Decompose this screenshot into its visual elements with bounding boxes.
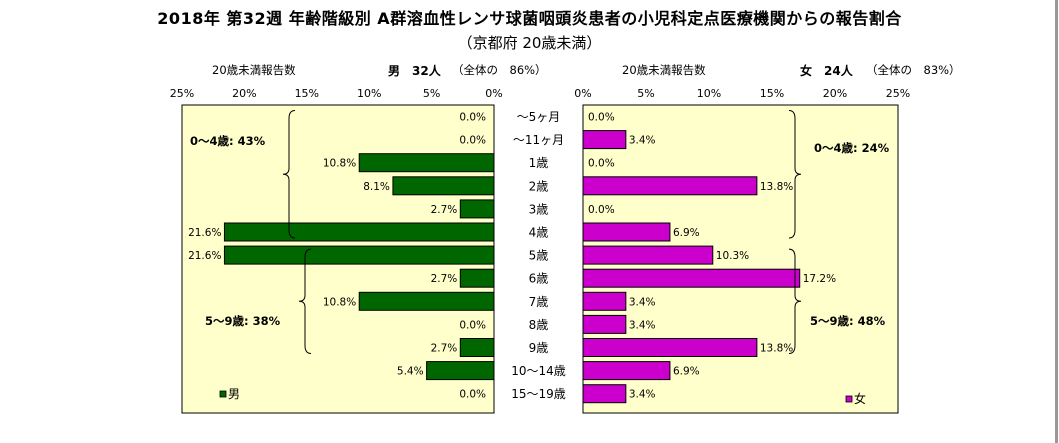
- male-axis-tick: 15%: [295, 87, 319, 100]
- female-bar: [582, 245, 714, 265]
- female-bar: [582, 176, 758, 196]
- male-caption-label: 20歳未満報告数: [212, 63, 296, 77]
- chart-title: 2018年 第32週 年齢階級別 A群溶血性レンサ球菌咽頭炎患者の小児科定点医療…: [157, 9, 902, 28]
- male-bar: [358, 291, 495, 311]
- female-caption-share: （全体の 83%）: [866, 63, 961, 77]
- female-caption-count: 24人: [824, 64, 853, 78]
- category-label: 5歳: [529, 249, 549, 263]
- frame-edge: [1055, 0, 1058, 443]
- male-legend-swatch: [219, 390, 227, 398]
- female-caption-sex: 女: [800, 64, 813, 78]
- male-data-label: 8.1%: [363, 181, 390, 193]
- male-bracket-5-9: [298, 248, 312, 354]
- female-bar: [582, 130, 627, 150]
- female-axis-tick: 5%: [637, 87, 654, 100]
- male-caption-share: （全体の 86%）: [452, 63, 547, 77]
- male-bracket-0-4: [282, 110, 296, 239]
- female-bar: [582, 314, 627, 334]
- female-data-label: 0.0%: [588, 158, 615, 170]
- female-data-label: 3.4%: [629, 135, 656, 147]
- female-data-label: 0.0%: [588, 204, 615, 216]
- male-axis-tick: 0%: [485, 87, 502, 100]
- female-caption-label: 20歳未満報告数: [622, 63, 706, 77]
- female-axis-tick: 0%: [574, 87, 591, 100]
- female-bar: [582, 222, 671, 242]
- male-caption-sex: 男: [388, 64, 401, 78]
- female-axis-tick: 25%: [886, 87, 910, 100]
- category-label: 6歳: [529, 272, 549, 286]
- male-bar: [223, 245, 495, 265]
- female-annotation-0-4: 0～4歳: 24%: [814, 141, 890, 155]
- female-data-label: 3.4%: [629, 389, 656, 401]
- category-label: 9歳: [529, 341, 549, 355]
- category-label: 8歳: [529, 318, 549, 332]
- male-data-label: 2.7%: [431, 204, 458, 216]
- category-label: 1歳: [529, 156, 549, 170]
- female-data-label: 3.4%: [629, 319, 656, 331]
- female-data-label: 3.4%: [629, 296, 656, 308]
- female-data-label: 6.9%: [673, 366, 700, 378]
- male-data-label: 0.0%: [459, 319, 486, 331]
- male-data-label: 21.6%: [188, 227, 221, 239]
- male-data-label: 2.7%: [431, 343, 458, 355]
- male-data-label: 0.0%: [459, 135, 486, 147]
- female-bar: [582, 268, 801, 288]
- male-bar: [223, 222, 495, 242]
- category-label: ～11ヶ月: [513, 133, 564, 147]
- female-axis-tick: 20%: [823, 87, 847, 100]
- female-data-label: 17.2%: [803, 273, 836, 285]
- male-legend-label: 男: [228, 387, 240, 401]
- male-data-label: 2.7%: [431, 273, 458, 285]
- female-legend-label: 女: [854, 391, 866, 406]
- category-label: 3歳: [529, 202, 549, 216]
- male-axis-tick: 20%: [232, 87, 256, 100]
- female-data-label: 13.8%: [760, 181, 793, 193]
- male-bar: [358, 153, 495, 173]
- category-label: 15～19歳: [511, 387, 566, 401]
- male-axis-tick: 25%: [170, 87, 194, 100]
- female-bracket-5-9: [788, 248, 802, 354]
- category-label: 10～14歳: [511, 364, 566, 378]
- male-data-label: 5.4%: [397, 366, 424, 378]
- female-bar: [582, 361, 671, 381]
- male-bar: [459, 338, 495, 357]
- male-axis-tick: 5%: [423, 87, 440, 100]
- female-bar: [582, 384, 627, 404]
- male-data-label: 21.6%: [188, 250, 221, 262]
- category-label: ～5ヶ月: [517, 110, 561, 124]
- female-bar: [582, 338, 758, 357]
- category-label: 7歳: [529, 295, 549, 309]
- female-data-label: 10.3%: [716, 250, 749, 262]
- male-axis-tick: 10%: [357, 87, 381, 100]
- male-bar: [392, 176, 495, 196]
- male-data-label: 10.8%: [323, 158, 356, 170]
- female-axis-tick: 10%: [697, 87, 721, 100]
- male-data-label: 0.0%: [459, 112, 486, 124]
- female-data-label: 6.9%: [673, 227, 700, 239]
- female-annotation-5-9: 5～9歳: 48%: [810, 314, 886, 328]
- male-bar: [459, 268, 495, 288]
- male-data-label: 0.0%: [459, 389, 486, 401]
- female-data-label: 13.8%: [760, 343, 793, 355]
- female-bar: [582, 291, 627, 311]
- male-bar: [459, 199, 495, 219]
- male-bar: [426, 361, 495, 381]
- category-label: 4歳: [529, 226, 549, 240]
- male-caption-count: 32人: [412, 64, 441, 78]
- male-annotation-5-9: 5～9歳: 38%: [205, 314, 281, 328]
- female-bracket-0-4: [788, 110, 802, 239]
- female-data-label: 0.0%: [588, 112, 615, 124]
- male-data-label: 10.8%: [323, 296, 356, 308]
- male-annotation-0-4: 0～4歳: 43%: [190, 134, 266, 148]
- category-label: 2歳: [529, 179, 549, 193]
- female-axis-tick: 15%: [760, 87, 784, 100]
- chart-subtitle: （京都府 20歳未満）: [457, 34, 602, 52]
- female-legend-swatch: [845, 395, 853, 403]
